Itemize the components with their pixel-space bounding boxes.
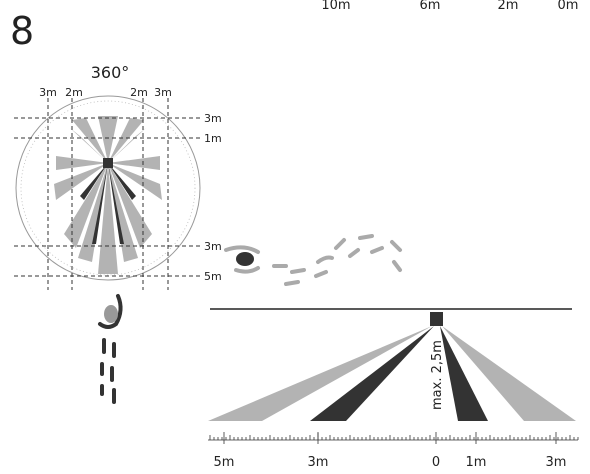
- axis-label-3m-right: 3m: [546, 455, 567, 470]
- axis-label-3m-left: 3m: [308, 455, 329, 470]
- plan-top-label-3m-right: 3m: [154, 86, 172, 99]
- figure-number: 8: [10, 9, 34, 53]
- axis-label-1m: 1m: [466, 455, 487, 470]
- plan-right-label-5m: 5m: [204, 270, 222, 283]
- walking-path-vertical: [98, 294, 123, 404]
- angle-label: 360°: [91, 63, 130, 82]
- plan-view: 360°: [14, 63, 222, 290]
- sensor-plan: [103, 158, 113, 168]
- plan-right-label-1m: 1m: [204, 132, 222, 145]
- range-circle-outer: [15, 95, 201, 281]
- side-view: max. 2,5m 5m 3m 0 1m 3m: [208, 308, 579, 470]
- walking-path-horizontal: [224, 234, 402, 286]
- ground-ruler: [208, 432, 579, 444]
- sensor-side: [430, 312, 443, 326]
- plan-top-label-3m-left: 3m: [39, 86, 57, 99]
- height-label: max. 2,5m: [430, 340, 445, 410]
- axis-label-5m: 5m: [214, 455, 235, 470]
- person-head-icon: [236, 252, 254, 266]
- top-scale-0m: 0m: [558, 0, 579, 13]
- plan-right-label-3m-top: 3m: [204, 112, 222, 125]
- person-top-icon: [104, 305, 118, 323]
- plan-grid: [14, 98, 200, 290]
- plan-right-label-3m-bottom: 3m: [204, 240, 222, 253]
- top-scale-10m: 10m: [321, 0, 350, 13]
- range-circle-ticks: [20, 100, 196, 276]
- plan-zones-light: [54, 116, 162, 274]
- top-scale-6m: 6m: [420, 0, 441, 13]
- top-scale-2m: 2m: [498, 0, 519, 13]
- side-zones: [208, 326, 576, 421]
- plan-zones-dark: [80, 163, 136, 244]
- plan-top-label-2m-left: 2m: [65, 86, 83, 99]
- axis-label-0: 0: [432, 455, 440, 470]
- plan-top-label-2m-right: 2m: [130, 86, 148, 99]
